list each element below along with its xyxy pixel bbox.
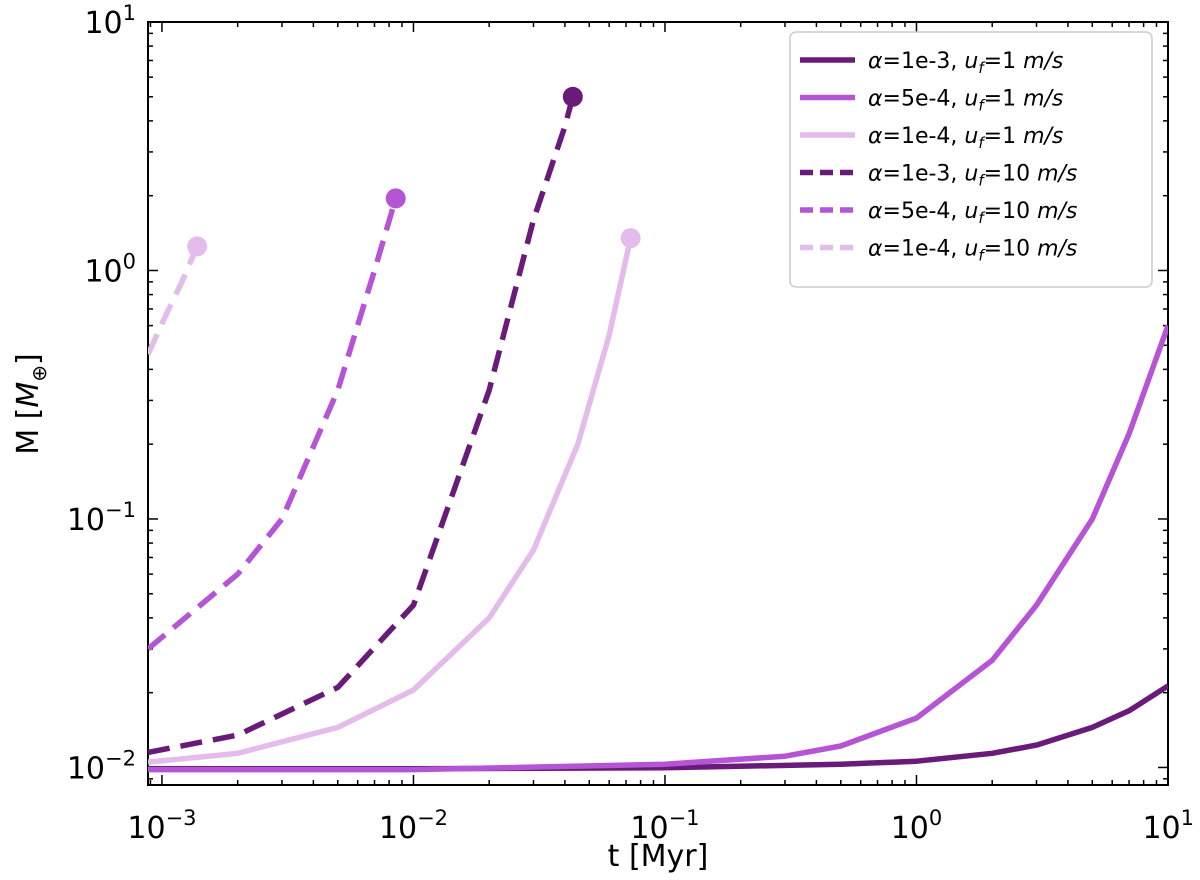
end-marker [187,236,208,257]
x-tick-label: 10−2 [379,806,448,846]
series-line [148,324,1168,773]
end-marker [562,86,583,107]
y-tick-labels: 10−2 10−1 100 101 [67,1,136,786]
x-tick-labels: 10−3 10−2 10−1 100 101 [127,806,1194,846]
legend-label: α=1e-3, uf=1 m/s [868,49,1063,77]
series-layer [148,96,1168,773]
end-marker [385,188,406,209]
series-line [148,237,634,765]
legend: α=1e-3, uf=1 m/s α=5e-4, uf=1 m/s α=1e-4… [789,31,1153,288]
legend-label: α=5e-4, uf=1 m/s [868,87,1063,115]
y-tick-label: 10−2 [67,746,136,786]
legend-box [789,31,1153,288]
ticks-layer [148,21,1169,785]
y-tick-label: 101 [84,1,136,41]
legend-label: α=5e-4, uf=10 m/s [868,199,1077,227]
y-axis-title: M [M⊕] [11,353,51,455]
y-tick-label: 100 [84,249,136,289]
y-tick-label: 10−1 [67,498,136,538]
legend-label: α=1e-4, uf=1 m/s [868,124,1063,152]
series-line [148,197,399,652]
x-tick-label: 10−3 [127,806,196,846]
x-tick-label: 100 [891,806,943,846]
x-axis-title: t [Myr] [608,839,709,874]
x-tick-label: 10−1 [630,806,699,846]
series-line [148,96,576,756]
end-marker [620,228,641,249]
series-line [148,245,200,356]
markers-layer [187,86,641,257]
legend-swatches [800,57,855,251]
x-tick-label: 101 [1142,806,1194,846]
legend-label: α=1e-4, uf=10 m/s [868,237,1077,265]
legend-label: α=1e-3, uf=10 m/s [868,162,1077,190]
